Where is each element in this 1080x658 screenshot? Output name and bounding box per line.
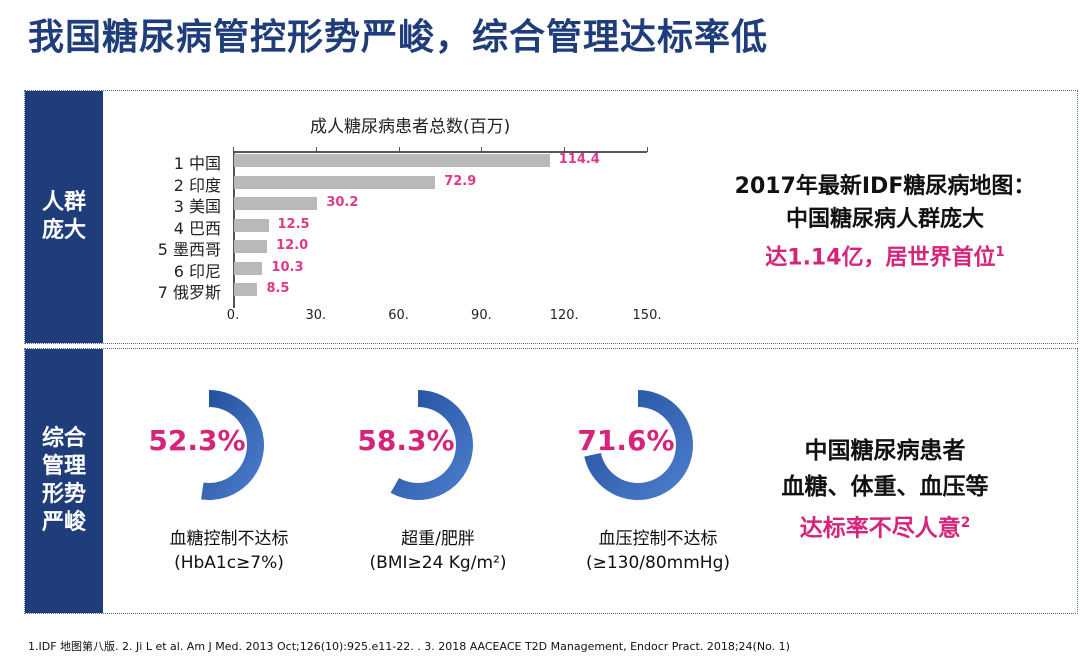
bar: [234, 283, 258, 296]
bar: [234, 175, 436, 189]
footer-references: 1.IDF 地图第八版. 2. Ji L et al. Am J Med. 20…: [28, 640, 790, 653]
bar: [234, 261, 263, 275]
category-label: 3 美国: [173, 197, 221, 216]
value-label: 8.5: [266, 281, 290, 296]
x-tick-mark: [647, 147, 648, 152]
donut-caption-line2: (BMI≥24 Kg/m²): [369, 553, 507, 573]
side-label-top: 人群庞大: [25, 91, 103, 343]
donut-ring: [390, 390, 473, 500]
chart-title: 成人糖尿病患者总数(百万): [310, 117, 511, 137]
bar: [234, 218, 269, 232]
callout-bottom: 中国糖尿病患者 血糖、体重、血压等 达标率不尽人意2: [735, 433, 1035, 547]
bar: [234, 154, 550, 167]
x-tick-mark: [233, 147, 234, 152]
x-tick-label: 120.: [549, 308, 579, 323]
x-tick-label: 0.: [226, 308, 240, 323]
callout-bottom-line2: 血糖、体重、血压等: [781, 474, 989, 500]
x-tick-label: 150.: [632, 308, 662, 323]
donut-caption-line2: (HbA1c≥7%): [174, 553, 284, 573]
category-label: 6 印尼: [173, 261, 221, 281]
bar: [234, 240, 268, 253]
category-label: 1 中国: [173, 154, 221, 173]
donut-caption-line1: 血压控制不达标: [598, 529, 718, 549]
category-label: 4 巴西: [173, 218, 221, 238]
category-label: 2 印度: [173, 175, 221, 195]
donut-percent: 71.6%: [577, 424, 675, 457]
value-label: 10.3: [271, 259, 304, 275]
callout-top-line1: 2017年最新IDF糖尿病地图：: [734, 174, 1036, 199]
bar: [234, 197, 318, 210]
value-label: 12.0: [276, 238, 309, 253]
x-tick-label: 90.: [471, 308, 492, 323]
value-label: 72.9: [444, 173, 477, 189]
callout-top: 2017年最新IDF糖尿病地图： 中国糖尿病人群庞大 达1.14亿，居世界首位1: [700, 170, 1070, 274]
x-tick-mark: [481, 147, 483, 152]
x-tick-mark: [398, 147, 400, 152]
x-tick-label: 60.: [388, 308, 409, 323]
x-tick-mark: [315, 147, 317, 152]
x-axis-line: [233, 151, 647, 153]
page-title: 我国糖尿病管控形势严峻，综合管理达标率低: [28, 17, 769, 58]
donut-caption-line1: 血糖控制不达标: [169, 529, 289, 549]
callout-top-line2: 中国糖尿病人群庞大: [785, 207, 984, 232]
donut-caption-line2: (≥130/80mmHg): [585, 553, 730, 573]
callout-top-line3: 达1.14亿，居世界首位1: [765, 245, 1005, 271]
category-label: 7 俄罗斯: [157, 283, 221, 302]
donut-arc: [201, 390, 264, 500]
donut-percent: 52.3%: [148, 424, 246, 457]
donut-caption: 超重/肥胖 (BMI≥24 Kg/m²): [338, 527, 538, 575]
callout-bottom-line1: 中国糖尿病患者: [804, 438, 966, 464]
top-panel: 人群庞大: [24, 90, 1078, 344]
donut-ring: [584, 390, 693, 500]
value-label: 30.2: [326, 195, 359, 210]
y-axis-line: [233, 151, 235, 308]
donut-caption: 血糖控制不达标 (HbA1c≥7%): [129, 527, 329, 575]
bottom-panel: 综合管理形势严峻: [24, 348, 1078, 614]
donut-percent: 58.3%: [357, 424, 455, 457]
side-label-bottom: 综合管理形势严峻: [25, 349, 103, 613]
category-label: 5 墨西哥: [157, 240, 221, 259]
donut-arc: [390, 390, 473, 500]
donut-caption: 血压控制不达标 (≥130/80mmHg): [558, 527, 758, 575]
donut-ring: [201, 390, 264, 500]
x-tick-label: 30.: [305, 308, 327, 323]
value-label: 12.5: [277, 216, 310, 232]
x-tick-mark: [564, 147, 566, 152]
donut-caption-line1: 超重/肥胖: [401, 529, 475, 549]
callout-bottom-line3: 达标率不尽人意2: [799, 515, 971, 542]
value-label: 114.4: [558, 152, 600, 167]
donut-arc: [584, 390, 693, 500]
